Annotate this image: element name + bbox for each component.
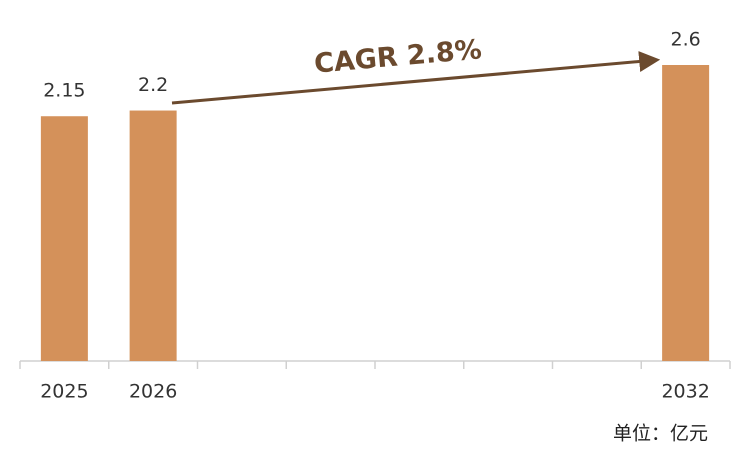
bar xyxy=(40,116,88,361)
x-tick-label: 2025 xyxy=(40,381,88,403)
value-label: 2.15 xyxy=(43,80,85,102)
x-tick-label: 2032 xyxy=(661,381,709,403)
value-label: 2.2 xyxy=(138,74,168,96)
bar xyxy=(662,65,710,361)
bar xyxy=(129,110,177,362)
value-label: 2.6 xyxy=(671,29,701,51)
unit-note: 单位：亿元 xyxy=(613,423,708,445)
cagr-arrow xyxy=(171,51,661,105)
x-tick-label: 2026 xyxy=(129,381,177,403)
cagr-annotation: CAGR 2.8% xyxy=(313,34,483,80)
